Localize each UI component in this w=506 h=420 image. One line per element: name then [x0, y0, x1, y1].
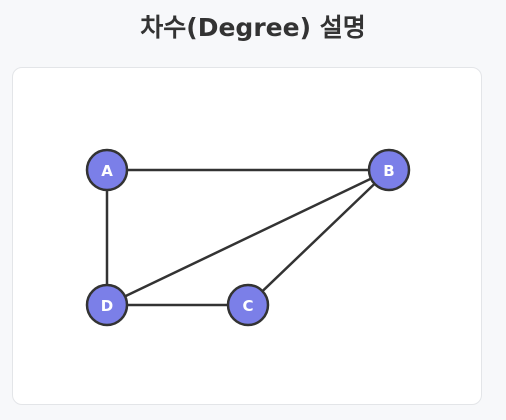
node-a: A [85, 148, 129, 192]
node-label-a: A [101, 162, 113, 180]
nodes-layer: A B C D [85, 148, 411, 327]
edge-b-d [105, 168, 391, 307]
node-label-d: D [101, 297, 113, 315]
page-title: 차수(Degree) 설명 [140, 13, 366, 42]
node-circle-d [85, 283, 129, 327]
node-circle-b [367, 148, 411, 192]
graph-card [12, 67, 482, 405]
node-label-b: B [383, 162, 394, 180]
node-circle-a [85, 148, 129, 192]
node-circle-c [226, 283, 270, 327]
node-label-c: C [242, 297, 253, 315]
node-d: D [85, 283, 129, 327]
edge-b-c [246, 168, 391, 307]
edges-layer [105, 168, 391, 307]
node-b: B [367, 148, 411, 192]
node-c: C [226, 283, 270, 327]
